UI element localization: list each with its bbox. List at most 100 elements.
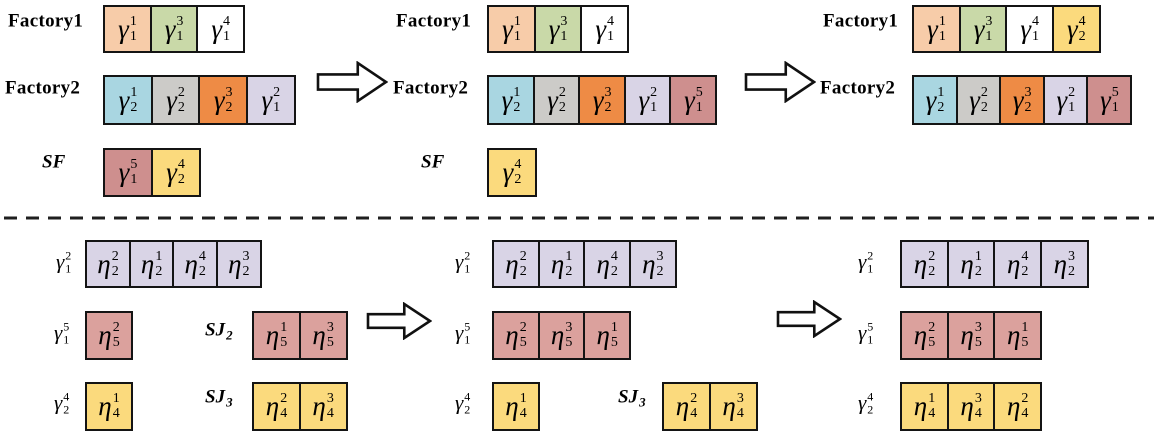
transition-arrow-top-2-icon (744, 61, 816, 103)
superscript: 1 (129, 13, 137, 29)
superscript: 4 (1032, 13, 1040, 29)
subscript: 2 (464, 402, 471, 417)
subscript: 1 (695, 99, 703, 115)
symbol-base: γ (502, 157, 514, 188)
symbol-base: η (265, 320, 280, 351)
symbol-base: γ (547, 84, 558, 115)
superscript: 4 (867, 389, 874, 404)
superscript: 2 (928, 320, 936, 335)
superscript: 2 (980, 84, 988, 100)
symbol-base: η (312, 391, 326, 422)
superscript: 2 (690, 391, 698, 406)
subscript: 1 (273, 99, 281, 115)
label-p1-factory2: Factory2 (5, 77, 81, 99)
label-text: SJ (205, 319, 226, 341)
subscript: 2 (63, 402, 70, 417)
superscript: 5 (1111, 84, 1119, 100)
symbol-base: γ (1012, 84, 1024, 115)
symbol-base: η (550, 320, 565, 351)
superscript: 3 (985, 13, 993, 29)
subscript: 5 (565, 335, 573, 350)
superscript: 3 (565, 320, 573, 335)
superscript: 4 (177, 157, 185, 172)
symbol-base: γ (118, 157, 130, 188)
subscript: 4 (736, 406, 744, 421)
symbol-base: η (98, 320, 112, 351)
transition-arrow-bottom-2-icon (776, 300, 842, 338)
symbol-base: γ (166, 84, 177, 115)
symbol-base: η (1007, 248, 1021, 279)
symbol-base: γ (548, 13, 560, 44)
symbol-base: η (913, 391, 928, 422)
subscript: 4 (690, 406, 698, 421)
superscript: 1 (513, 84, 521, 100)
superscript: 5 (464, 319, 471, 334)
symbol-base: γ (118, 13, 129, 44)
symbol-base: η (913, 320, 928, 351)
superscript: 5 (695, 84, 703, 100)
superscript: 2 (464, 248, 471, 263)
superscript: 1 (974, 248, 982, 264)
superscript: 2 (519, 248, 527, 264)
symbol-base: γ (261, 84, 273, 115)
label-text: SJ (205, 386, 226, 408)
symbol-base: η (1007, 320, 1021, 351)
label-p5-sj3: SJ3 (618, 388, 646, 409)
symbol-base: η (642, 248, 656, 279)
subscript: 1 (867, 261, 874, 276)
